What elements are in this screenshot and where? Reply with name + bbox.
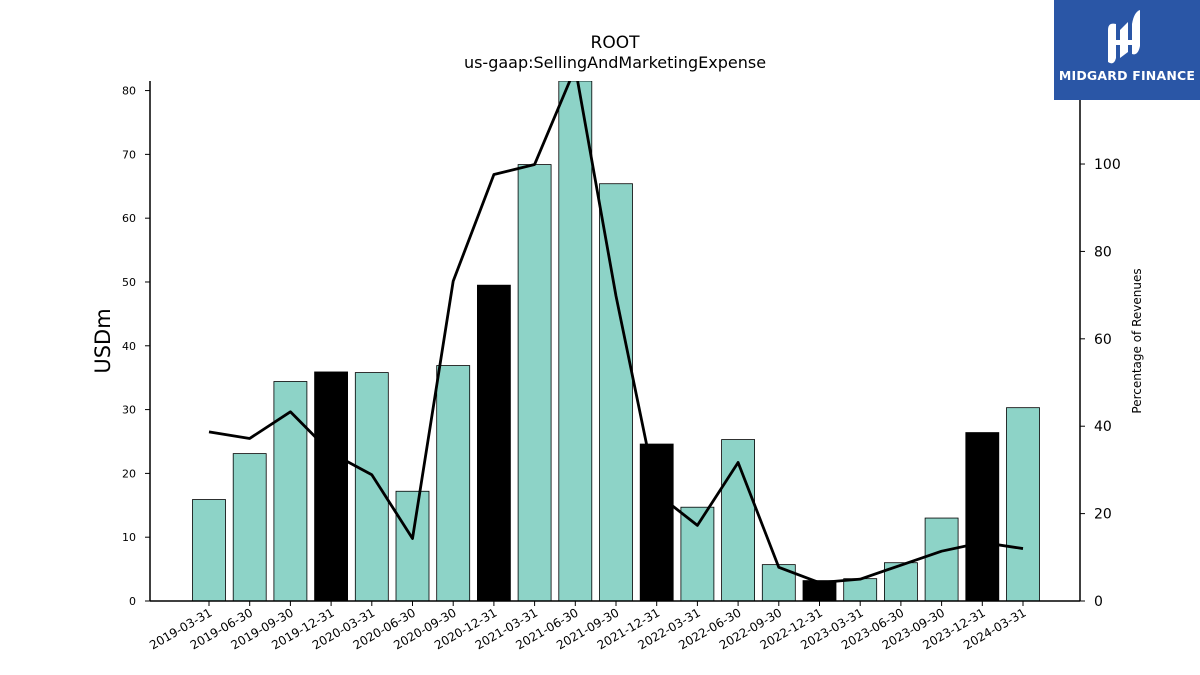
y-tick-label: 60: [122, 212, 136, 225]
line-series: [208, 81, 1024, 585]
y-tick-label: 10: [122, 531, 136, 544]
bar-2022-12-31: [802, 580, 837, 601]
y-tick-label: 20: [122, 467, 136, 480]
y2-tick-label: 40: [1094, 419, 1112, 435]
y2-tick-label: 20: [1094, 507, 1112, 523]
y2-tick-label: 80: [1094, 244, 1112, 260]
bar-2021-06-30: [558, 81, 593, 601]
bar-2023-12-31: [965, 432, 1000, 601]
bar-series: [192, 81, 1040, 601]
bar-2021-03-31: [517, 164, 552, 601]
midgard-finance-logo: MIDGARD FINANCE: [1054, 0, 1200, 100]
bar-2020-12-31: [476, 284, 511, 601]
y2-tick-label: 60: [1094, 332, 1112, 348]
bar-2021-12-31: [639, 443, 674, 601]
y-tick-label: 50: [122, 276, 136, 289]
bar-2021-09-30: [599, 183, 633, 601]
bar-2019-12-31: [314, 371, 349, 601]
y-tick-label: 70: [122, 148, 136, 161]
bar-2020-09-30: [436, 365, 471, 601]
bar-2024-03-31: [1006, 407, 1040, 601]
y2-tick-label: 0: [1094, 594, 1103, 610]
y-tick-label: 30: [122, 404, 136, 417]
y2-tick-label: 100: [1094, 157, 1121, 173]
bar-2022-09-30: [761, 564, 796, 601]
y-tick-label: 0: [129, 595, 136, 608]
bar-2019-03-31: [192, 499, 226, 601]
percentage-line: [208, 81, 1024, 585]
bar-2022-06-30: [721, 439, 755, 601]
bar-2022-03-31: [680, 506, 715, 601]
chart-title: ROOT: [591, 33, 641, 53]
logo-mark-icon: [1108, 10, 1140, 64]
bar-2019-06-30: [232, 453, 267, 601]
logo-text: MIDGARD FINANCE: [1058, 68, 1196, 83]
y-axis-label: USDm: [91, 308, 115, 373]
bar-2020-03-31: [354, 372, 389, 601]
bar-2020-06-30: [395, 490, 430, 601]
bar-2023-09-30: [924, 517, 959, 601]
chart-subtitle: us-gaap:SellingAndMarketingExpense: [464, 53, 766, 72]
y-tick-label: 80: [122, 85, 136, 98]
y2-axis-label: Percentage of Revenues: [1130, 268, 1144, 413]
bar-2023-03-31: [843, 578, 878, 601]
bar-2019-09-30: [273, 381, 308, 601]
y-tick-label: 40: [122, 340, 136, 353]
